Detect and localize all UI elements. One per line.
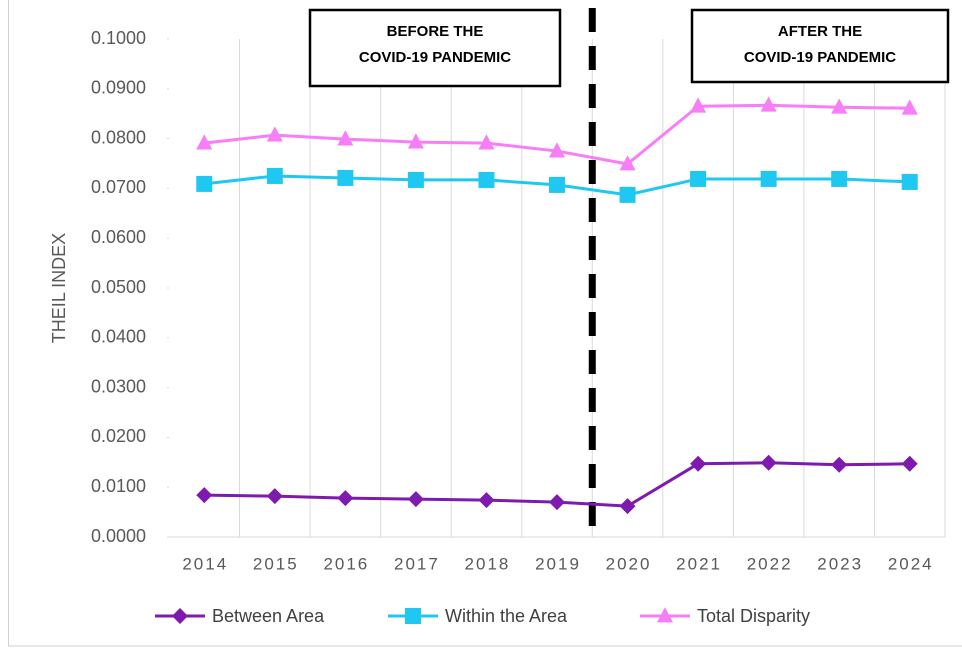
marker-diamond	[690, 455, 707, 472]
x-tick-label: 2019	[535, 554, 581, 573]
y-tick-label: 0.0100	[91, 476, 146, 496]
marker-square	[831, 170, 848, 187]
marker-square	[478, 171, 495, 188]
annotation-text: AFTER THE	[778, 23, 862, 40]
x-tick-label: 2023	[817, 554, 863, 573]
chart-border	[8, 0, 962, 647]
annotation-box	[690, 8, 950, 84]
x-tick-label: 2021	[676, 554, 722, 573]
x-tick-label: 2024	[888, 554, 934, 573]
marker-triangle	[831, 98, 848, 114]
legend-label: Total Disparity	[697, 606, 810, 626]
y-tick-label: 0.0200	[91, 426, 146, 446]
marker-diamond	[337, 490, 354, 507]
marker-diamond	[901, 455, 918, 472]
annotation-text: BEFORE THE	[387, 23, 484, 40]
legend-label: Within the Area	[445, 606, 568, 626]
y-tick-label: 0.0900	[91, 78, 146, 98]
marker-square	[196, 175, 213, 192]
x-tick-label: 2016	[323, 554, 369, 573]
y-tick-label: 0.0800	[91, 127, 146, 147]
marker-square	[337, 169, 354, 186]
legend-label: Between Area	[212, 606, 325, 626]
x-tick-label: 2020	[606, 554, 652, 573]
annotation-box	[308, 8, 562, 88]
marker-square	[266, 167, 283, 184]
y-tick-label: 0.0600	[91, 227, 146, 247]
marker-triangle	[901, 99, 918, 115]
y-tick-label: 0.0400	[91, 327, 146, 347]
legend-marker	[172, 608, 188, 624]
marker-triangle	[266, 126, 283, 142]
marker-triangle	[760, 96, 777, 112]
marker-square	[901, 173, 918, 190]
marker-diamond	[831, 456, 848, 473]
x-tick-label: 2017	[394, 554, 440, 573]
marker-triangle	[478, 134, 495, 150]
y-tick-label: 0.0700	[91, 177, 146, 197]
marker-diamond	[760, 454, 777, 471]
x-tick-label: 2015	[253, 554, 299, 573]
annotation-text: COVID-19 PANDEMIC	[359, 49, 511, 66]
marker-triangle	[690, 97, 707, 113]
marker-square	[549, 176, 565, 193]
y-tick-label: 0.0000	[91, 526, 146, 546]
marker-diamond	[478, 492, 495, 509]
marker-triangle	[619, 155, 636, 171]
marker-square	[619, 186, 636, 203]
x-tick-label: 2022	[747, 554, 793, 573]
x-tick-label: 2018	[465, 554, 511, 573]
legend-marker	[657, 607, 673, 623]
y-tick-label: 0.1000	[91, 28, 146, 48]
marker-diamond	[619, 498, 636, 515]
marker-square	[760, 170, 777, 187]
marker-square	[407, 171, 424, 188]
marker-triangle	[549, 142, 565, 158]
marker-triangle	[196, 134, 213, 150]
annotation-text: COVID-19 PANDEMIC	[744, 49, 896, 66]
x-tick-label: 2014	[182, 554, 228, 573]
y-tick-label: 0.0500	[91, 277, 146, 297]
y-axis-label: THEIL INDEX	[49, 233, 69, 343]
marker-diamond	[549, 494, 565, 511]
marker-diamond	[266, 488, 283, 505]
marker-square	[690, 170, 707, 187]
y-tick-label: 0.0300	[91, 376, 146, 396]
marker-triangle	[407, 133, 424, 149]
legend-marker	[405, 608, 421, 624]
marker-diamond	[196, 487, 213, 504]
marker-diamond	[407, 491, 424, 508]
marker-triangle	[337, 130, 354, 146]
